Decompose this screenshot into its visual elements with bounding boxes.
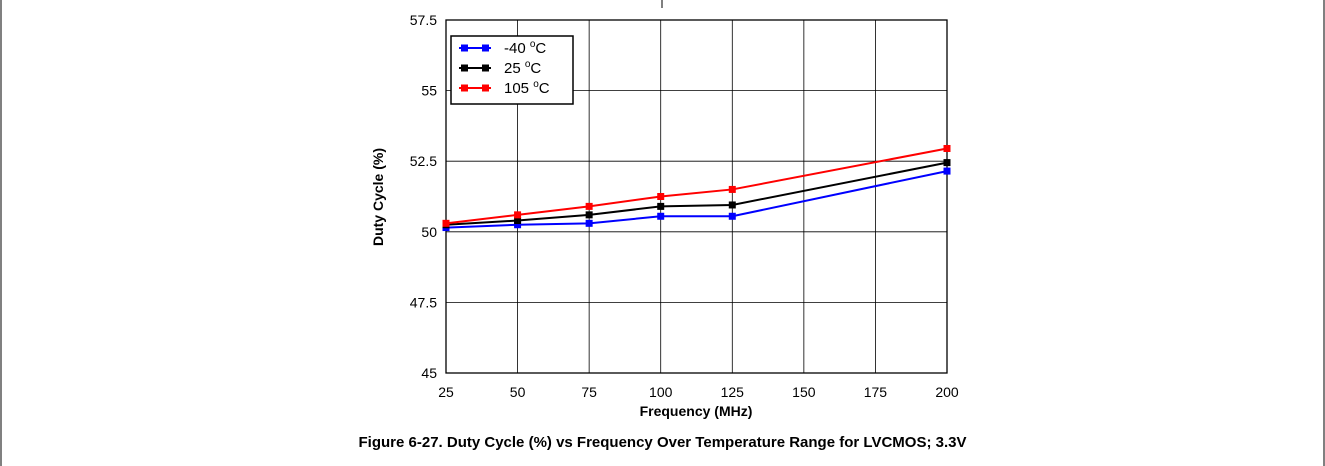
y-tick-label: 55 <box>421 83 437 99</box>
data-point <box>943 144 951 152</box>
x-tick-label: 100 <box>649 384 673 400</box>
data-point <box>728 201 736 209</box>
x-tick-label: 150 <box>792 384 816 400</box>
data-point <box>943 159 951 167</box>
data-point <box>442 219 450 227</box>
legend-label: 105 oC <box>504 79 550 97</box>
legend-marker <box>461 84 468 92</box>
x-tick-label: 125 <box>721 384 745 400</box>
data-point <box>943 167 951 175</box>
y-tick-label: 52.5 <box>410 153 437 169</box>
data-point <box>728 185 736 193</box>
legend-marker <box>482 44 489 52</box>
data-point <box>585 211 593 219</box>
y-axis-label: Duty Cycle (%) <box>370 148 386 246</box>
figure-caption: Figure 6-27. Duty Cycle (%) vs Frequency… <box>358 434 967 451</box>
data-point <box>585 219 593 227</box>
data-point <box>514 221 522 229</box>
legend-item: 105 oC <box>459 79 550 97</box>
x-tick-label: 200 <box>935 384 959 400</box>
legend-item: -40 oC <box>459 39 546 57</box>
series-line <box>445 170 948 229</box>
x-tick-labels: 25 50 75 100 125 150 175 200 <box>438 384 959 400</box>
data-point <box>585 202 593 210</box>
y-tick-label: 57.5 <box>410 12 437 28</box>
data-point <box>728 212 736 220</box>
data-point <box>657 202 665 210</box>
series-line <box>445 147 948 225</box>
legend-marker <box>461 64 468 72</box>
legend: -40 oC 25 oC 105 oC <box>450 35 574 105</box>
legend-label: 25 oC <box>504 59 541 77</box>
data-point <box>657 193 665 200</box>
series-line <box>445 161 948 226</box>
plot-area <box>445 19 948 374</box>
legend-item: 25 oC <box>459 59 541 77</box>
legend-label: -40 oC <box>504 39 546 57</box>
x-tick-label: 25 <box>438 384 454 400</box>
legend-marker <box>482 64 489 72</box>
y-tick-label: 47.5 <box>410 294 437 310</box>
series-group <box>442 144 951 232</box>
legend-marker <box>461 44 468 52</box>
x-tick-label: 75 <box>581 384 597 400</box>
x-tick-label: 50 <box>510 384 526 400</box>
duty-cycle-chart: 25 50 75 100 125 150 175 200 45 47.5 50 52.5 55 57.5… <box>370 12 959 419</box>
data-point <box>514 217 522 225</box>
y-tick-labels: 45 47.5 50 52.5 55 57.5 <box>410 12 437 381</box>
data-point <box>514 211 522 219</box>
y-tick-label: 45 <box>421 365 437 381</box>
data-point <box>657 212 665 220</box>
legend-marker <box>482 84 489 92</box>
series-2 <box>442 144 951 227</box>
x-axis-label: Frequency (MHz) <box>640 403 753 419</box>
x-tick-label: 175 <box>864 384 888 400</box>
y-tick-label: 50 <box>421 224 437 240</box>
